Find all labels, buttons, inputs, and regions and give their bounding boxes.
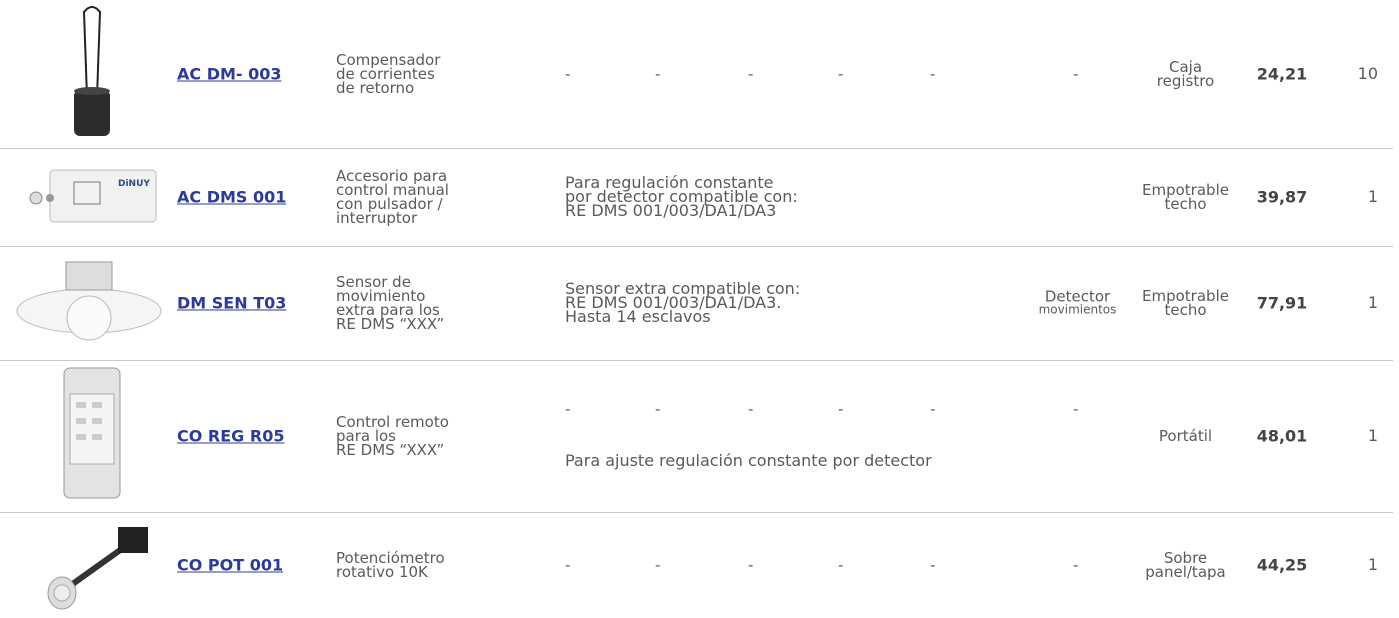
row-separator bbox=[0, 512, 1393, 513]
row-separator bbox=[0, 246, 1393, 247]
price: 24,21 bbox=[1256, 64, 1308, 84]
note: Para regulación constante por detector co… bbox=[565, 173, 798, 220]
description-line: RE DMS “XXX” bbox=[336, 441, 445, 459]
description-line: Control remoto bbox=[336, 413, 449, 431]
price: 44,25 bbox=[1256, 555, 1308, 575]
product-image: DiNUY bbox=[22, 160, 162, 234]
quantity: 1 bbox=[1367, 293, 1378, 312]
product-code[interactable]: CO POT 001 bbox=[177, 555, 284, 575]
mounting-line: techo bbox=[1164, 195, 1207, 213]
dash: - bbox=[748, 400, 754, 418]
note-line: Hasta 14 esclavos bbox=[565, 307, 711, 326]
mounting: Empotrable techo bbox=[1128, 181, 1243, 213]
detector-line: Detector bbox=[1044, 287, 1111, 306]
mounting-line: Portátil bbox=[1158, 427, 1213, 445]
note-line: Sensor extra compatible con: bbox=[565, 279, 801, 298]
mounting-line: techo bbox=[1164, 301, 1207, 319]
note-line: RE DMS 001/003/DA1/DA3. bbox=[565, 293, 782, 312]
product-code[interactable]: CO REG R05 bbox=[177, 426, 285, 446]
description: Potenciómetro rotativo 10K bbox=[336, 549, 445, 581]
mounting: Portátil bbox=[1128, 427, 1243, 445]
description: Accesorio para control manual con pulsador… bbox=[336, 167, 449, 227]
row-separator bbox=[0, 360, 1393, 361]
price: 77,91 bbox=[1256, 293, 1308, 313]
description-line: de corrientes bbox=[336, 65, 435, 83]
description-line: extra para los bbox=[336, 301, 440, 319]
description: Compensador de corrientes de retorno bbox=[336, 51, 441, 97]
note-line: Para ajuste regulación constante por det… bbox=[565, 451, 932, 470]
dash: - bbox=[655, 65, 661, 83]
mounting-line: Empotrable bbox=[1142, 287, 1229, 305]
dash: - bbox=[930, 400, 936, 418]
mounting-line: Caja bbox=[1168, 58, 1203, 76]
description-line: Potenciómetro bbox=[336, 549, 445, 567]
dash: - bbox=[1073, 65, 1079, 83]
description-line: Sensor de bbox=[336, 273, 411, 291]
description-line: de retorno bbox=[336, 79, 415, 97]
dash: - bbox=[565, 556, 571, 574]
dash: - bbox=[565, 400, 571, 418]
description-line: control manual bbox=[336, 181, 449, 199]
row-separator bbox=[0, 148, 1393, 149]
product-image bbox=[14, 256, 164, 350]
dash: - bbox=[748, 65, 754, 83]
description-line: RE DMS “XXX” bbox=[336, 315, 445, 333]
description-line: rotativo 10K bbox=[336, 563, 428, 581]
dash: - bbox=[655, 400, 661, 418]
quantity: 10 bbox=[1357, 64, 1378, 83]
mounting-line: registro bbox=[1156, 72, 1215, 90]
dash: - bbox=[1073, 556, 1079, 574]
description-line: con pulsador / bbox=[336, 195, 443, 213]
dash: - bbox=[565, 65, 571, 83]
mounting-line: panel/tapa bbox=[1145, 563, 1226, 581]
dash: - bbox=[838, 65, 844, 83]
dash: - bbox=[748, 556, 754, 574]
note-line: por detector compatible con: bbox=[565, 187, 798, 206]
mounting: Caja registro bbox=[1128, 58, 1243, 90]
product-image bbox=[40, 513, 160, 617]
price: 39,87 bbox=[1256, 187, 1308, 207]
dash: - bbox=[1073, 400, 1079, 418]
dash: - bbox=[655, 556, 661, 574]
note-line: Para regulación constante bbox=[565, 173, 774, 192]
description-line: movimiento bbox=[336, 287, 426, 305]
dash: - bbox=[930, 556, 936, 574]
product-code[interactable]: AC DMS 001 bbox=[177, 187, 287, 207]
note-line: RE DMS 001/003/DA1/DA3 bbox=[565, 201, 777, 220]
description: Control remoto para los RE DMS “XXX” bbox=[336, 413, 449, 459]
mounting: Sobre panel/tapa bbox=[1128, 549, 1243, 581]
mounting-line: Empotrable bbox=[1142, 181, 1229, 199]
price: 48,01 bbox=[1256, 426, 1308, 446]
description: Sensor de movimiento extra para los RE DMS … bbox=[336, 273, 445, 333]
detector: Detector movimientos bbox=[1020, 287, 1135, 317]
description-line: interruptor bbox=[336, 209, 418, 227]
dash: - bbox=[838, 556, 844, 574]
detector-line: movimientos bbox=[1038, 302, 1117, 317]
dash: - bbox=[930, 65, 936, 83]
quantity: 1 bbox=[1367, 187, 1378, 206]
quantity: 1 bbox=[1367, 555, 1378, 574]
note: Sensor extra compatible con: RE DMS 001/0… bbox=[565, 279, 801, 326]
svg-text:DiNUY: DiNUY bbox=[118, 179, 150, 189]
quantity: 1 bbox=[1367, 426, 1378, 445]
description-line: Compensador bbox=[336, 51, 441, 69]
product-image bbox=[52, 364, 132, 508]
product-image bbox=[42, 2, 142, 146]
product-code[interactable]: AC DM- 003 bbox=[177, 64, 282, 84]
mounting: Empotrable techo bbox=[1128, 287, 1243, 319]
description-line: para los bbox=[336, 427, 396, 445]
description-line: Accesorio para bbox=[336, 167, 448, 185]
note: Para ajuste regulación constante por det… bbox=[565, 451, 932, 470]
product-code[interactable]: DM SEN T03 bbox=[177, 293, 287, 313]
dash: - bbox=[838, 400, 844, 418]
mounting-line: Sobre bbox=[1163, 549, 1208, 567]
